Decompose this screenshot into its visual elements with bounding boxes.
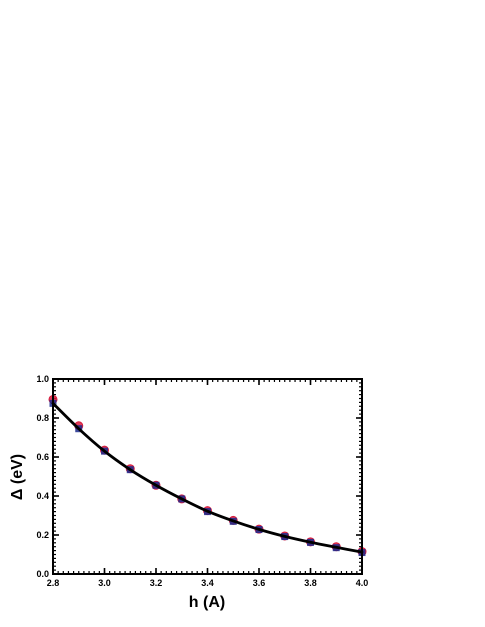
x-tick-label: 3.6 — [253, 578, 266, 588]
series-markers — [48, 394, 367, 557]
x-tick-label: 3.2 — [150, 578, 163, 588]
x-axis-label: h (A) — [189, 594, 225, 611]
series-line — [51, 401, 364, 554]
y-tick-labels: 0.0 0.2 0.4 0.6 0.8 1.0 — [36, 374, 49, 579]
y-tick-label: 0.4 — [36, 491, 49, 501]
x-tick-label: 3.0 — [98, 578, 111, 588]
series-lines — [51, 401, 364, 554]
y-tick-label: 0.6 — [36, 452, 49, 462]
x-tick-label: 3.4 — [201, 578, 214, 588]
x-tick-label: 4.0 — [356, 578, 369, 588]
y-axis-label: Δ (eV) — [9, 454, 26, 500]
minor-ticks — [53, 379, 362, 574]
y-tick-label: 0.8 — [36, 413, 49, 423]
y-tick-label: 0.2 — [36, 530, 49, 540]
x-tick-label: 2.8 — [47, 578, 60, 588]
y-tick-label: 1.0 — [36, 374, 49, 384]
major-ticks — [52, 378, 363, 575]
x-tick-label: 3.8 — [304, 578, 317, 588]
x-tick-labels: 2.8 3.0 3.2 3.4 3.6 3.8 4.0 — [47, 578, 369, 588]
y-tick-label: 0.0 — [36, 569, 49, 579]
plot-frame — [52, 378, 363, 575]
plot-area — [48, 378, 367, 575]
